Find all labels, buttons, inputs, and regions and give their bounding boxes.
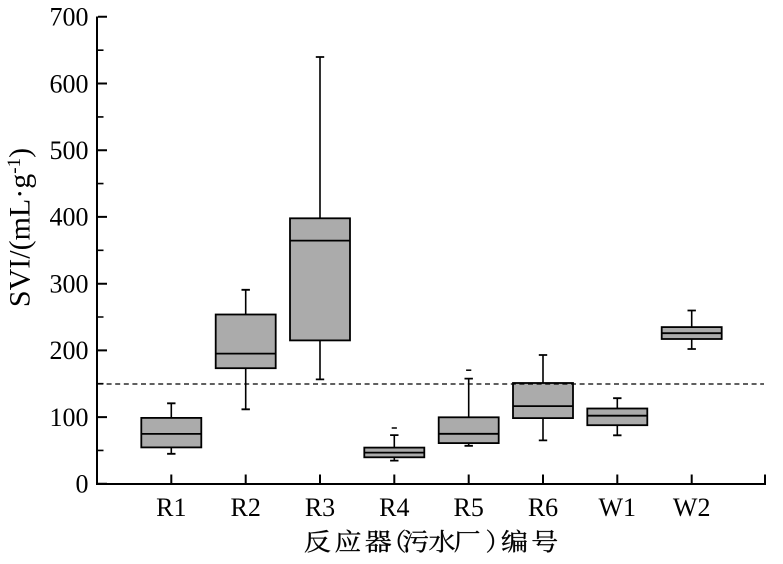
svg-text:W2: W2 <box>673 493 711 522</box>
svg-text:R3: R3 <box>305 493 335 522</box>
svg-text:200: 200 <box>50 336 89 365</box>
svg-text:R5: R5 <box>454 493 484 522</box>
svg-text:R6: R6 <box>528 493 558 522</box>
svg-text:300: 300 <box>50 270 89 299</box>
svg-text:100: 100 <box>50 403 89 432</box>
svg-text:400: 400 <box>50 203 89 232</box>
svg-text:R4: R4 <box>379 493 409 522</box>
svg-text:500: 500 <box>50 136 89 165</box>
svg-text:R1: R1 <box>156 493 186 522</box>
svg-text:W1: W1 <box>599 493 637 522</box>
svg-text:0: 0 <box>76 470 89 499</box>
svg-text:R2: R2 <box>231 493 261 522</box>
svg-text:700: 700 <box>50 3 89 32</box>
svg-text:600: 600 <box>50 69 89 98</box>
svg-text:SVI/(mL·g-1): SVI/(mL·g-1) <box>4 148 37 307</box>
